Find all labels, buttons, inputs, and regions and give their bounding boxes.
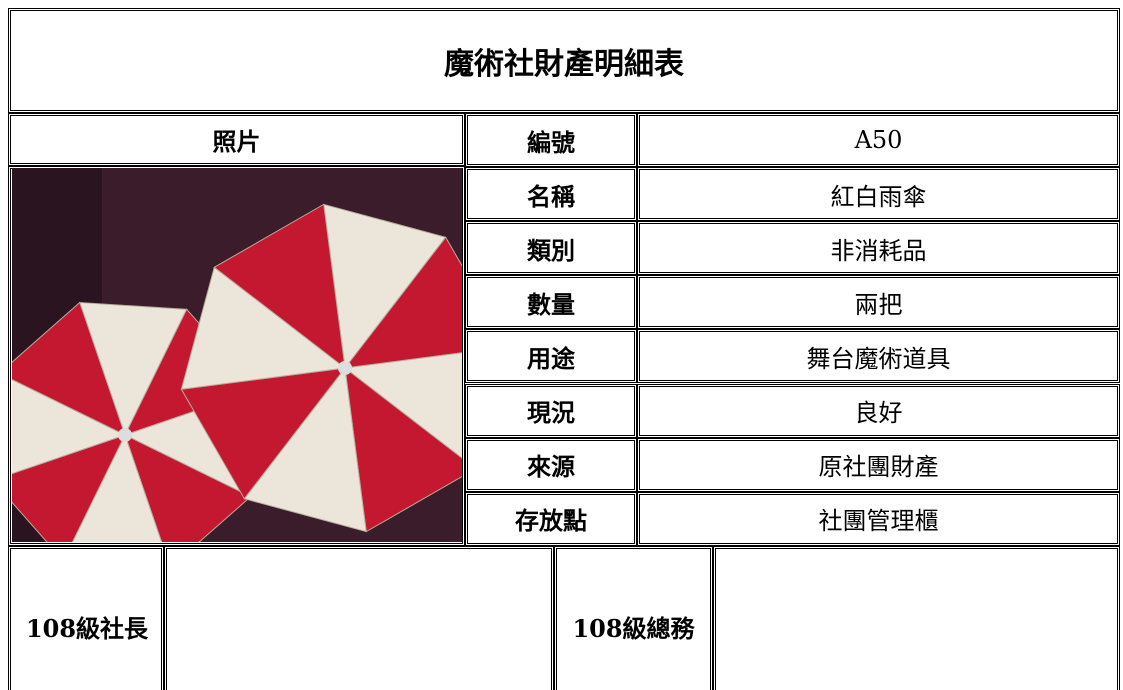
row-label: 數量: [465, 275, 637, 330]
row-value: 良好: [637, 383, 1120, 438]
umbrella-panel: [12, 301, 126, 436]
row-value: 原社團財產: [637, 437, 1120, 492]
row-label: 類別: [465, 221, 637, 276]
sig-label-cell: 108級總務: [554, 546, 713, 690]
sig-blank: [164, 546, 554, 690]
row-value: 社團管理櫃: [637, 491, 1120, 546]
row-value: 舞台魔術道具: [637, 329, 1120, 384]
signature-label: 108級社長: [25, 613, 149, 643]
photo-cell: [8, 166, 465, 546]
row-value: 兩把: [637, 275, 1120, 330]
row-label: 存放點: [465, 491, 637, 546]
umbrella-panel: [213, 203, 346, 370]
signature-label: 108級總務: [572, 613, 695, 643]
row-value: 非消耗品: [637, 221, 1120, 276]
umbrella-tip: [118, 428, 132, 442]
sig-blank: [713, 546, 1120, 690]
row-label: 來源: [465, 437, 637, 492]
photo-label: 照片: [8, 113, 465, 166]
row-value: A50: [637, 113, 1120, 168]
row-label: 用途: [465, 329, 637, 384]
row-label: 名稱: [465, 167, 637, 222]
umbrella-tip: [338, 361, 352, 375]
sig-label-cell: 108級社長: [8, 546, 164, 690]
photo: [12, 168, 462, 542]
row-value: 紅白雨傘: [637, 167, 1120, 222]
title: 魔術社財產明細表: [8, 8, 1120, 113]
row-label: 現況: [465, 383, 637, 438]
row-label: 編號: [465, 113, 637, 168]
